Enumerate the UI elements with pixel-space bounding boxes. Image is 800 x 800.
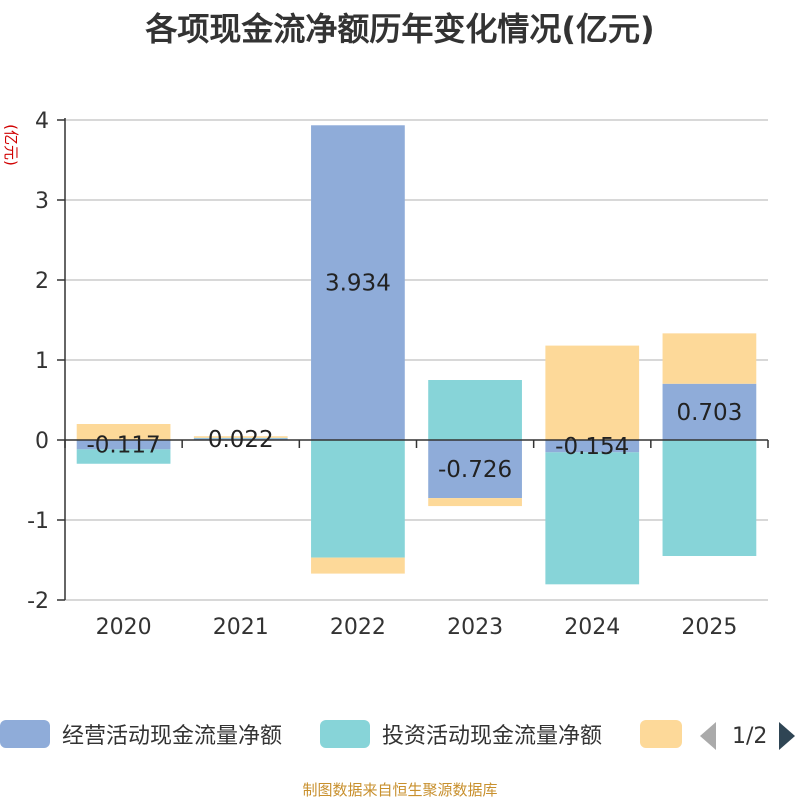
data-label: -0.726	[438, 457, 512, 483]
bar-operating[interactable]	[662, 383, 757, 440]
x-tick-label: 2025	[681, 615, 737, 640]
bar-investing[interactable]	[428, 380, 522, 440]
y-tick-label: 0	[35, 429, 49, 454]
labels-layer: -0.117 0.022 3.934 -0.726 -0.154 0.703	[87, 271, 743, 483]
data-label: 0.703	[676, 400, 742, 426]
legend-item-investing[interactable]: 投资活动现金流量净额	[320, 716, 602, 752]
data-source-note: 制图数据来自恒生聚源数据库	[302, 781, 498, 799]
legend-item-financing[interactable]	[640, 716, 682, 752]
bar-operating[interactable]	[193, 438, 288, 440]
x-tick-label: 2021	[213, 615, 269, 640]
x-tick-label: 2022	[330, 615, 386, 640]
bar-investing[interactable]	[311, 440, 405, 558]
y-tick-label: 2	[35, 269, 49, 294]
y-tick-label: -1	[27, 509, 49, 534]
legend-swatch-investing	[320, 720, 370, 748]
axis-layer: -2 -1 0 1 2 3 4 2020 2021 2022 2023 2024 2025	[27, 109, 769, 640]
legend-prev-page-icon[interactable]	[700, 722, 716, 750]
bar-financing[interactable]	[193, 436, 288, 438]
legend-next-page-icon[interactable]	[779, 722, 796, 750]
bar-financing[interactable]	[311, 557, 405, 574]
chart-plot: -2 -1 0 1 2 3 4 2020 2021 2022 2023 2024 2025 -0.117…	[2, 109, 769, 640]
legend-item-operating[interactable]: 经营活动现金流量净额	[0, 716, 282, 752]
bar-operating[interactable]	[311, 125, 405, 440]
bar-financing[interactable]	[428, 498, 522, 507]
legend-pager: 1/2	[700, 720, 796, 752]
y-tick-label: -2	[27, 589, 49, 614]
y-tick-label: 3	[35, 189, 49, 214]
data-label: -0.117	[87, 433, 161, 459]
bar-investing[interactable]	[545, 452, 640, 585]
bar-financing[interactable]	[662, 333, 757, 384]
legend-label-operating: 经营活动现金流量净额	[62, 724, 283, 749]
y-tick-label: 1	[35, 349, 49, 374]
legend-label-investing: 投资活动现金流量净额	[382, 724, 603, 749]
x-tick-label: 2020	[96, 615, 152, 640]
legend-swatch-operating	[0, 720, 50, 748]
y-axis-label: (亿元)	[2, 124, 20, 166]
legend-swatch-financing	[640, 720, 682, 748]
x-tick-label: 2023	[447, 615, 503, 640]
bars-layer	[76, 125, 757, 585]
bar-investing[interactable]	[76, 449, 171, 464]
bar-financing[interactable]	[76, 424, 171, 440]
bar-operating[interactable]	[76, 440, 171, 450]
data-label: 0.022	[208, 427, 274, 453]
grid-layer	[65, 119, 768, 601]
bar-investing[interactable]	[193, 437, 288, 439]
legend: 经营活动现金流量净额 投资活动现金流量净额 1/2	[0, 716, 800, 756]
x-tick-label: 2024	[564, 615, 620, 640]
bar-investing[interactable]	[662, 440, 757, 556]
bar-financing[interactable]	[545, 345, 640, 440]
bar-operating[interactable]	[428, 440, 522, 499]
data-label: -0.154	[555, 434, 629, 460]
y-tick-label: 4	[35, 109, 49, 134]
legend-page-indicator: 1/2	[732, 723, 768, 749]
bar-operating[interactable]	[545, 440, 640, 453]
chart-title: 各项现金流净额历年变化情况(亿元)	[145, 10, 655, 48]
data-label: 3.934	[325, 271, 391, 297]
